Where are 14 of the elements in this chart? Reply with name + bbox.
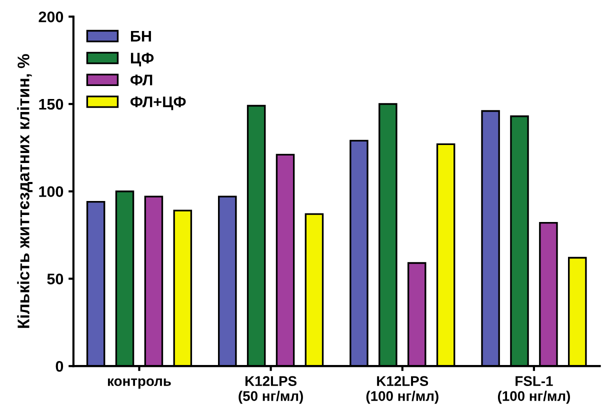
x-tick-label: контроль	[108, 378, 171, 389]
x-tick-label: K12LPS (50 нг/мл)	[238, 376, 303, 404]
legend-label: ФЛ	[130, 74, 152, 86]
y-tick-label: 0	[56, 360, 64, 372]
legend-label: ЦФ	[130, 52, 154, 66]
legend-label: ФЛ+ЦФ	[130, 96, 186, 110]
x-tick-label: FSL-1 (100 нг/мл)	[498, 376, 570, 404]
y-tick-label: 100	[39, 186, 64, 198]
y-axis-title: Кількість життєздатних клітин, %	[17, 54, 33, 328]
y-tick-label: 50	[47, 274, 64, 284]
y-tick-label: 150	[39, 98, 64, 110]
y-tick-label: 200	[38, 12, 64, 22]
x-tick-label: K12LPS (100 нг/мл)	[366, 376, 438, 404]
legend-label: БН	[130, 30, 151, 42]
